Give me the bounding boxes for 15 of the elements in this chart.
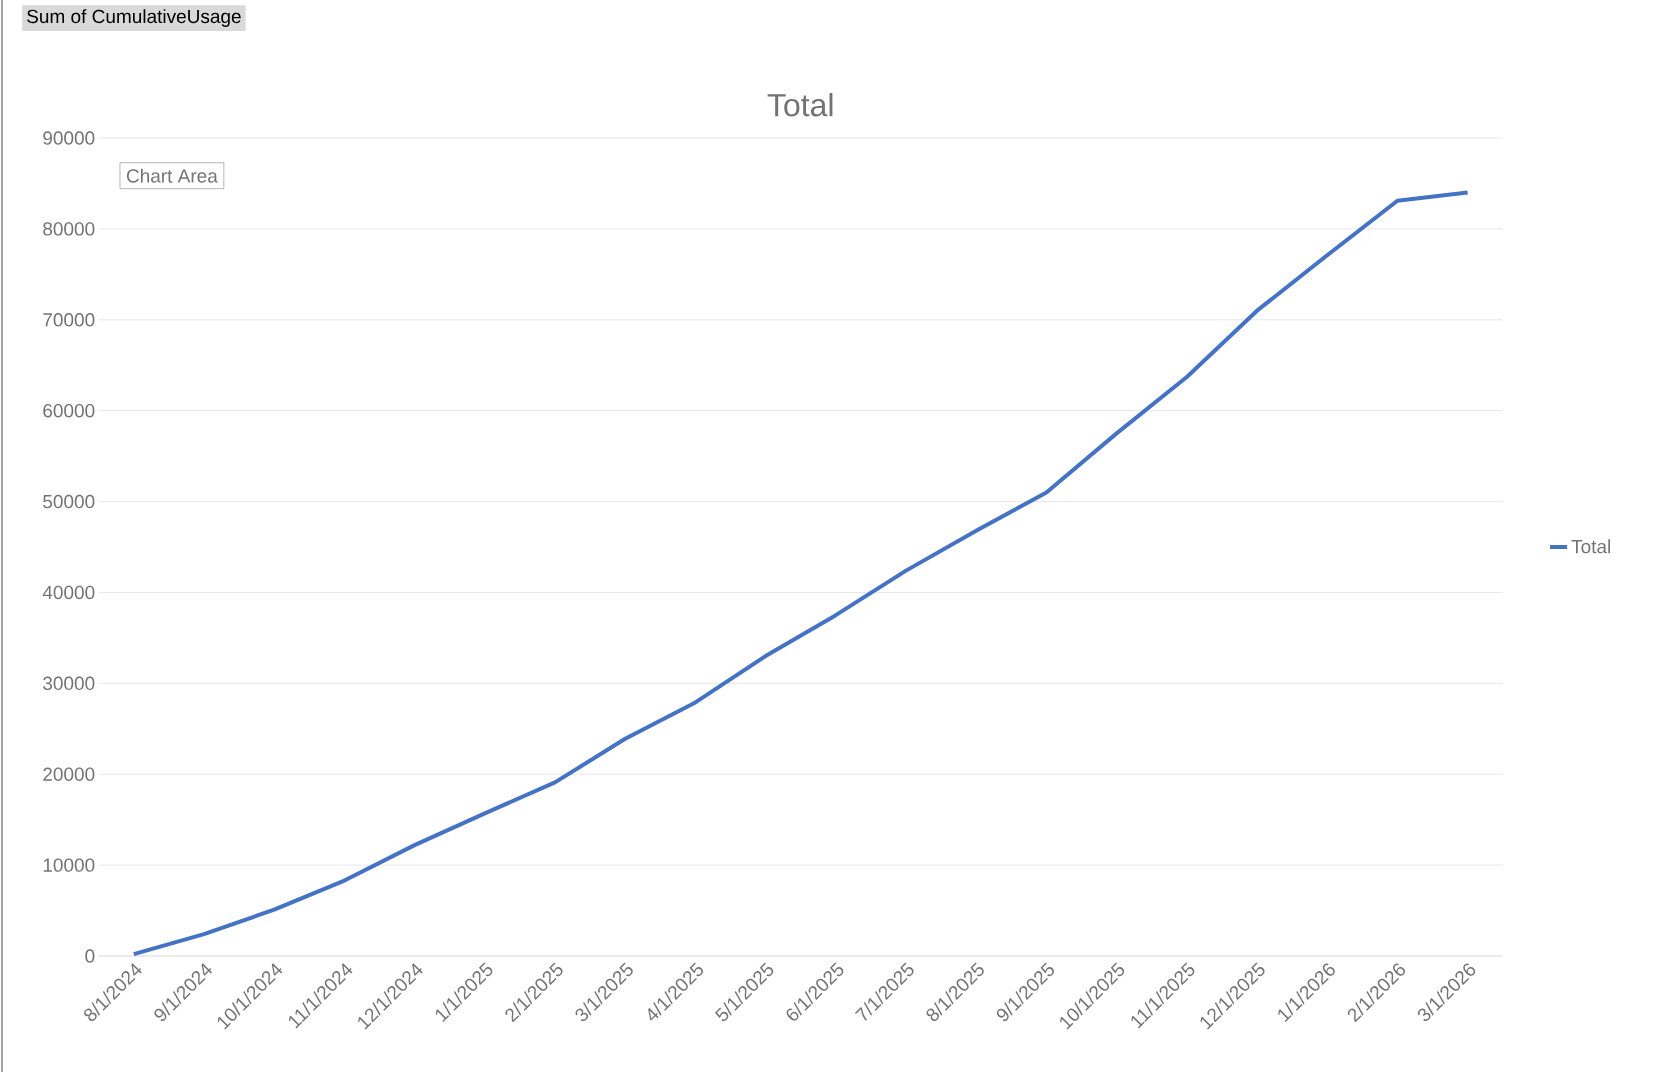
y-tick-label: 0 [85, 949, 95, 963]
line-series [131, 190, 1470, 957]
chart-title: Total [767, 92, 833, 117]
y-tick-label: 40000 [42, 585, 95, 600]
annotation: Chart Area [126, 168, 218, 183]
y-tick-label: 80000 [43, 222, 95, 236]
legend-label: Total [1571, 539, 1610, 554]
y-tick-label: 90000 [43, 131, 95, 145]
y-tick-label: 70000 [43, 313, 95, 327]
y-tick-label: 30000 [43, 676, 95, 691]
y-tick-label: 20000 [43, 767, 95, 781]
y-tick-label: 10000 [43, 858, 95, 872]
y-tick-label: 60000 [43, 403, 95, 418]
y-tick-label: 50000 [43, 494, 95, 509]
text: Sum of CumulativeUsage [27, 9, 241, 27]
